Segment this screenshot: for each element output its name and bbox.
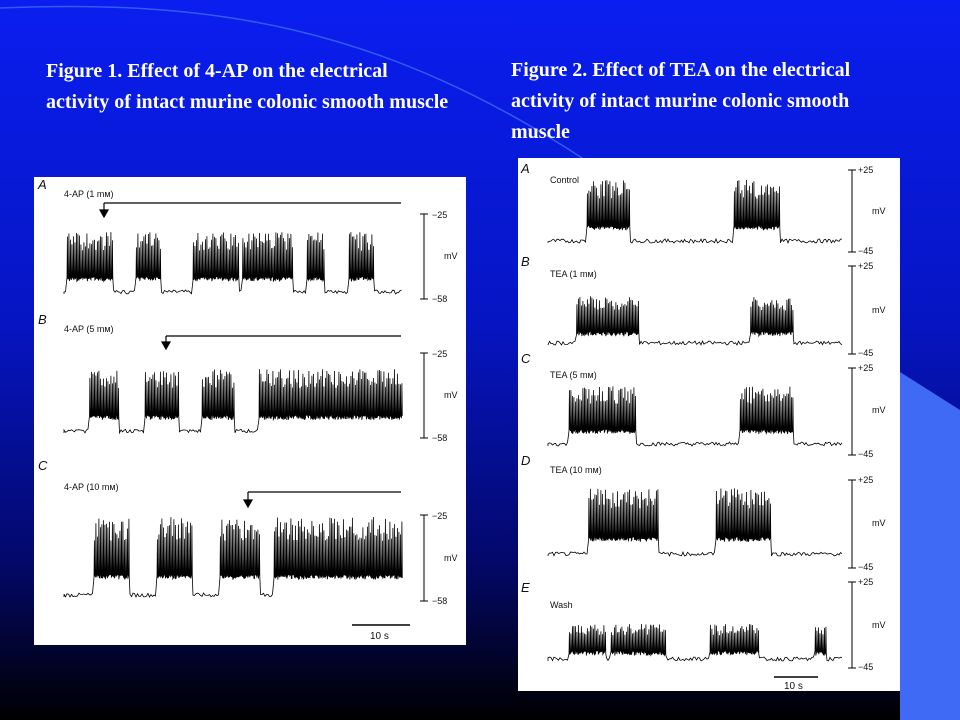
membrane-potential-trace — [547, 386, 843, 447]
scale-top: +25 — [858, 363, 873, 373]
drug-label: Wash — [550, 600, 573, 610]
scale-bar — [848, 367, 856, 456]
figure-1-caption: Figure 1. Effect of 4-AP on the electric… — [46, 60, 449, 113]
figure-2-caption: Figure 2. Effect of TEA on the electrica… — [511, 59, 851, 143]
svg-text:10 s: 10 s — [370, 631, 389, 642]
panel-letter: A — [520, 161, 530, 176]
scale-unit: mV — [872, 518, 886, 528]
drug-label: TEA (5 mм) — [550, 370, 597, 380]
scale-bottom: −58 — [432, 294, 447, 304]
scale-unit: mV — [444, 553, 458, 563]
membrane-potential-trace — [63, 232, 402, 295]
scale-top: +25 — [858, 577, 873, 587]
figure-2-panel-c: C TEA (5 mм) +25 mV −45 — [521, 351, 886, 459]
scale-unit: mV — [872, 620, 886, 630]
membrane-potential-trace — [63, 516, 403, 598]
scale-bar — [420, 352, 428, 439]
scale-top: −25 — [432, 210, 447, 220]
scale-bottom: −58 — [432, 433, 447, 443]
scale-unit: mV — [872, 206, 886, 216]
decorative-curve — [0, 5, 601, 171]
scale-top: −25 — [432, 511, 447, 521]
panel-letter: C — [38, 458, 48, 473]
scale-unit: mV — [872, 305, 886, 315]
scale-top: +25 — [858, 261, 873, 271]
scale-bottom: −45 — [858, 348, 873, 358]
drug-label: 4-AP (1 mм) — [64, 189, 114, 199]
scale-bottom: −58 — [432, 596, 447, 606]
drug-label: Control — [550, 175, 579, 185]
scale-bottom: −45 — [858, 662, 873, 672]
time-scale-bar: 10 s — [774, 676, 818, 691]
panel-letter: E — [521, 580, 530, 595]
membrane-potential-trace — [547, 296, 843, 346]
scale-bar — [848, 479, 856, 569]
membrane-potential-trace — [547, 623, 843, 662]
scale-bar — [848, 581, 856, 669]
decorative-wedge — [900, 372, 960, 720]
scale-unit: mV — [872, 405, 886, 415]
application-marker — [98, 202, 401, 219]
figure-1-image: A 4-AP (1 mм) −25 mV −58 B 4-AP (5 mм) −… — [34, 177, 466, 645]
time-scale-bar: 10 s — [352, 624, 410, 642]
scale-bottom: −45 — [858, 246, 873, 256]
membrane-potential-trace — [547, 179, 842, 244]
membrane-potential-trace — [547, 488, 843, 557]
panel-letter: C — [521, 351, 531, 366]
scale-top: +25 — [858, 165, 873, 175]
scale-bar — [848, 169, 856, 253]
scale-bar — [420, 213, 428, 300]
drug-label: TEA (1 mм) — [550, 269, 597, 279]
drug-label: 4-AP (10 mм) — [64, 482, 119, 492]
scale-top: −25 — [432, 349, 447, 359]
figure-1-panel-a: A 4-AP (1 mм) −25 mV −58 — [37, 177, 458, 304]
scale-bottom: −45 — [858, 562, 873, 572]
scale-bar — [848, 265, 856, 355]
drug-label: TEA (10 mм) — [550, 465, 602, 475]
figure-1-panel-c: C 4-AP (10 mм) −25 mV −58 — [38, 458, 458, 606]
svg-text:10 s: 10 s — [784, 681, 803, 691]
figure-2-panel-b: B TEA (1 mм) +25 mV −45 — [521, 254, 886, 358]
figure-2-panel-e: E Wash +25 mV −45 — [521, 577, 886, 672]
figure-2-image: A Control +25 mV −45 B TEA (1 mм) +25 mV… — [518, 158, 900, 691]
application-marker — [160, 335, 401, 351]
application-marker — [242, 491, 401, 509]
scale-unit: mV — [444, 251, 458, 261]
scale-unit: mV — [444, 390, 458, 400]
membrane-potential-trace — [63, 369, 403, 435]
figure-2-panel-d: D TEA (10 mм) +25 mV −45 — [521, 453, 886, 572]
panel-letter: A — [37, 177, 47, 192]
panel-letter: B — [38, 312, 47, 327]
drug-label: 4-AP (5 mм) — [64, 324, 114, 334]
panel-letter: D — [521, 453, 530, 468]
figure-2-panel-a: A Control +25 mV −45 — [520, 161, 886, 256]
panel-letter: B — [521, 254, 530, 269]
scale-top: +25 — [858, 475, 873, 485]
scale-bottom: −45 — [858, 449, 873, 459]
figure-1-panel-b: B 4-AP (5 mм) −25 mV −58 — [38, 312, 458, 443]
scale-bar — [420, 514, 428, 602]
